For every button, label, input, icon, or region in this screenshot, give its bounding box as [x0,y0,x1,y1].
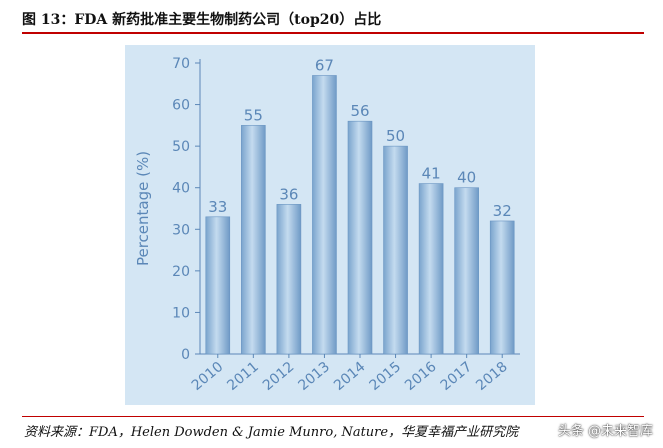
x-tick-label: 2016 [402,359,440,394]
data-label: 41 [422,165,441,183]
x-tick-label: 2013 [295,359,333,394]
data-label: 55 [244,106,263,124]
data-label: 50 [386,127,405,145]
y-tick-label: 60 [172,98,190,114]
source-rule [22,416,644,417]
bar [205,216,231,355]
data-label: 32 [493,202,512,220]
x-tick-label: 2011 [224,359,262,394]
watermark: 头条 @未来智库 [557,424,653,439]
y-tick-label: 0 [181,347,190,363]
data-label: 36 [279,185,298,203]
bar [489,220,515,355]
bar [312,75,337,355]
chart-panel: 0 10 20 30 40 50 60 70 Percentage (%) 33 2010 55 201… [125,45,535,405]
x-tick-label: 2017 [438,359,476,394]
data-label: 67 [315,56,334,74]
x-tick-label: 2018 [473,359,511,394]
title-rule [22,32,644,34]
x-tick-label: 2014 [331,359,369,394]
bar [276,204,302,355]
x-tick-label: 2012 [260,359,298,394]
y-tick-label: 30 [172,222,190,238]
bar [454,187,479,355]
source-note: 资料来源：FDA，Helen Dowden & Jamie Munro, Nat… [24,425,519,440]
bar-chart: 0 10 20 30 40 50 60 70 Percentage (%) 33 2010 55 201… [134,56,520,394]
y-tick-label: 40 [172,181,190,197]
bar [347,120,373,355]
y-tick-label: 20 [172,264,190,280]
data-label: 56 [350,102,369,120]
figure-title: 图 13：FDA 新药批准主要生物制药公司（top20）占比 [22,12,382,28]
y-tick-label: 10 [172,305,190,321]
y-tick-label: 50 [172,139,190,155]
y-axis-label: Percentage (%) [134,151,152,266]
x-tick-label: 2010 [189,359,227,394]
data-label: 33 [208,198,227,216]
bar [383,145,408,355]
bar [241,125,266,355]
bar [418,183,444,355]
x-tick-label: 2015 [367,359,405,394]
data-label: 40 [457,169,476,187]
y-tick-label: 70 [172,56,190,72]
